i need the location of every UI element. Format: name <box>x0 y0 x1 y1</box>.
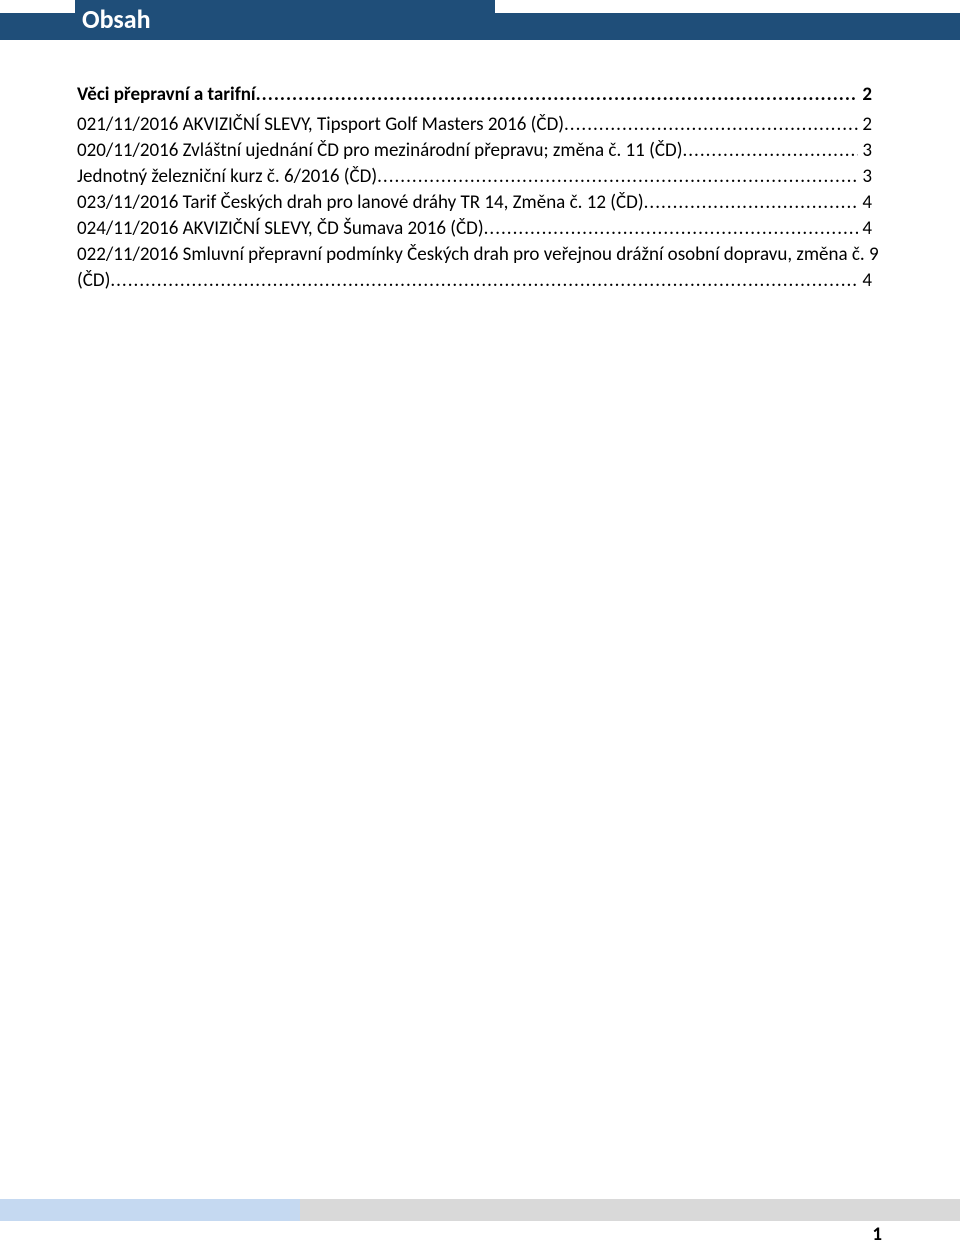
toc-item-page: 2 <box>858 113 872 137</box>
toc-item-label: 024/11/2016 AKVIZIČNÍ SLEVY, ČD Šumava 2… <box>77 217 484 241</box>
toc-item-label: Jednotný železniční kurz č. 6/2016 (ČD) <box>77 165 377 189</box>
toc-section-heading: Věci přepravní a tarifní ...............… <box>77 83 872 107</box>
toc-content: Věci přepravní a tarifní ...............… <box>77 65 872 295</box>
toc-section-label: Věci přepravní a tarifní <box>77 83 256 107</box>
toc-item: 021/11/2016 AKVIZIČNÍ SLEVY, Tipsport Go… <box>77 113 872 137</box>
page-title: Obsah <box>82 3 151 35</box>
page: Obsah Věci přepravní a tarifní .........… <box>0 0 960 1251</box>
toc-item-page: 4 <box>858 217 872 241</box>
toc-item: 024/11/2016 AKVIZIČNÍ SLEVY, ČD Šumava 2… <box>77 217 872 241</box>
toc-item-page: 4 <box>858 191 872 215</box>
toc-leader-dots: ........................................… <box>484 217 859 241</box>
toc-item-label: 023/11/2016 Tarif Českých drah pro lanov… <box>77 191 644 215</box>
title-band: Obsah <box>75 0 495 38</box>
footer-accent <box>0 1199 300 1221</box>
toc-section-page: 2 <box>858 83 872 107</box>
toc-item-page: 3 <box>858 139 872 163</box>
toc-item-page: 4 <box>858 269 872 293</box>
toc-item: 023/11/2016 Tarif Českých drah pro lanov… <box>77 191 872 215</box>
toc-item-page: 3 <box>858 165 872 189</box>
toc-leader-dots: ........................................… <box>644 191 859 215</box>
toc-item: Jednotný železniční kurz č. 6/2016 (ČD) … <box>77 165 872 189</box>
toc-leader-dots: ........................................… <box>564 113 858 137</box>
toc-item: 020/11/2016 Zvláštní ujednání ČD pro mez… <box>77 139 872 163</box>
toc-leader-dots: ........................................… <box>256 83 859 107</box>
toc-leader-dots: ........................................… <box>110 269 858 293</box>
toc-leader-dots: ........................................… <box>377 165 858 189</box>
toc-item-label-line2: (ČD) <box>77 269 110 293</box>
toc-item-label: 020/11/2016 Zvláštní ujednání ČD pro mez… <box>77 139 682 163</box>
page-number: 1 <box>872 1223 882 1246</box>
toc-item-label: 021/11/2016 AKVIZIČNÍ SLEVY, Tipsport Go… <box>77 113 564 137</box>
toc-item-label-line1: 022/11/2016 Smluvní přepravní podmínky Č… <box>77 243 879 267</box>
toc-leader-dots: ........................................… <box>682 139 858 163</box>
toc-item: 022/11/2016 Smluvní přepravní podmínky Č… <box>77 243 872 293</box>
